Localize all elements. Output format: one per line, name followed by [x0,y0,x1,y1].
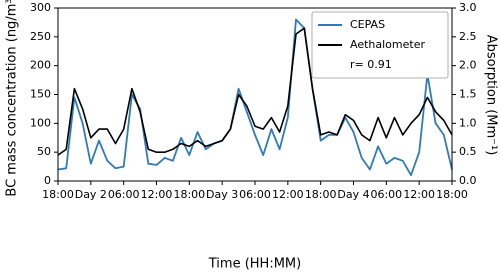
y-tick-label: 0 [44,174,51,187]
x-tick-label: 18:00 [173,188,205,201]
x-tick-label: 18:00 [42,188,74,201]
x-axis-title: Time (HH:MM) [208,257,301,272]
y2-tick-label: 0.0 [459,174,477,187]
legend-label: CEPAS [350,18,385,31]
series-line [57,27,453,156]
x-tick-label: Day 3 [206,188,238,201]
x-tick-label: 12:00 [403,188,435,201]
x-tick-label: 06:00 [239,188,271,201]
y2-tick-label: 2.5 [459,30,477,43]
y2-axis-title: Absorption (Mm⁻¹) [484,35,499,156]
y-tick-label: 50 [37,145,51,158]
x-tick-label: 12:00 [141,188,173,201]
x-tick-label: 12:00 [272,188,304,201]
y2-tick-label: 3.0 [459,1,477,14]
series-line [57,18,453,177]
y-tick-label: 250 [30,30,51,43]
legend-box [311,11,449,79]
legend-label: Aethalometer [350,38,425,51]
y-tick-label: 300 [30,1,51,14]
y-tick-label: 200 [30,59,51,72]
annotation: r= 0.91 [350,58,392,71]
x-tick-label: 18:00 [436,188,468,201]
x-tick-label: Day 4 [337,188,369,201]
x-tick-label: Day 2 [75,188,107,201]
x-tick-label: 06:00 [370,188,402,201]
y2-tick-label: 1.5 [459,88,477,101]
y-tick-label: 150 [30,88,51,101]
x-tick-label: 18:00 [305,188,337,201]
y2-tick-label: 2.0 [459,59,477,72]
y-axis-title: BC mass concentration (ng/m³) [5,0,20,197]
plot-frame [57,7,453,182]
y2-tick-label: 0.5 [459,145,477,158]
y2-tick-label: 1.0 [459,116,477,129]
y-tick-label: 100 [30,116,51,129]
x-tick-label: 06:00 [108,188,140,201]
